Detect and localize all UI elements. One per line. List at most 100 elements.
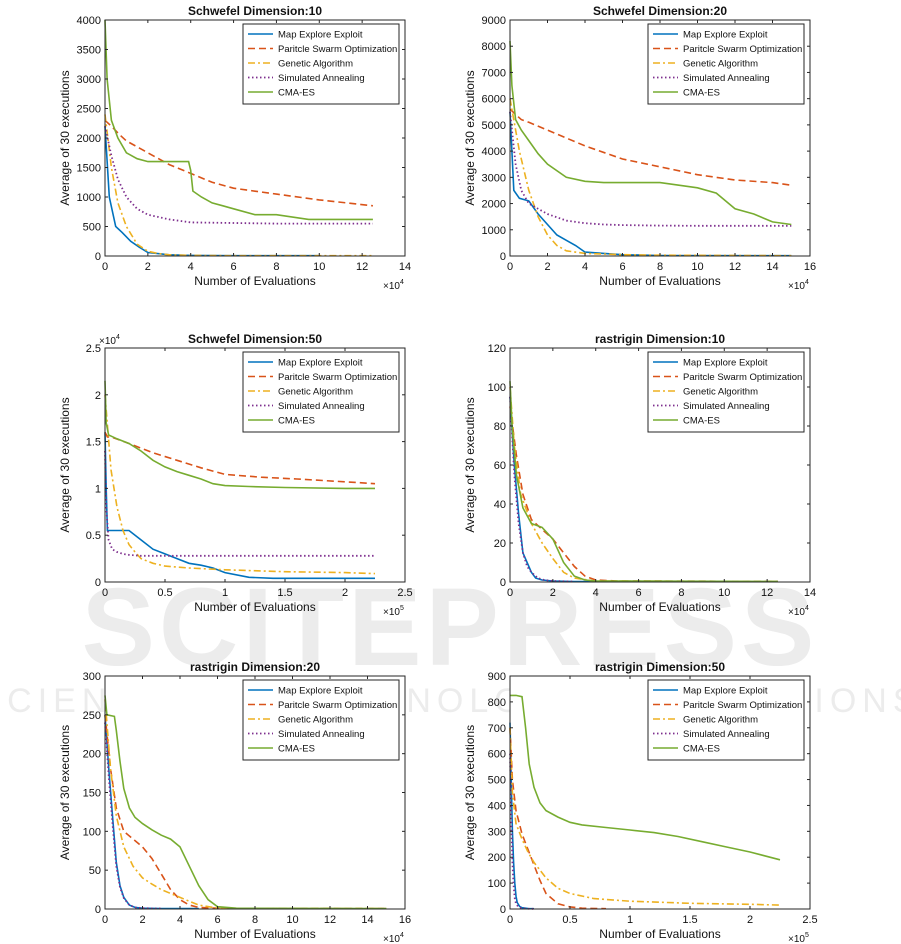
y-tick-label: 3000	[482, 172, 506, 184]
chart-title: rastrigin Dimension:50	[595, 660, 725, 674]
x-tick-label: 0	[507, 261, 513, 273]
y-axis-label: Average of 30 executions	[463, 70, 477, 205]
x-tick-label: 4	[177, 914, 183, 926]
x-exponent-label: ×105	[383, 605, 404, 618]
y-tick-label: 20	[494, 538, 506, 550]
axes-box	[509, 675, 811, 910]
x-tick-label: 1	[627, 914, 633, 926]
x-tick-label: 2	[342, 587, 348, 599]
y-tick-label: 1000	[77, 192, 101, 204]
chart-title: Schwefel Dimension:50	[188, 332, 322, 346]
x-axis-label: Number of Evaluations	[194, 274, 315, 288]
series-line-ga	[509, 98, 792, 257]
legend-label: Paritcle Swarm Optimization	[683, 44, 802, 55]
series-line-cma	[510, 694, 781, 861]
y-tick-label: 500	[83, 222, 101, 234]
x-tick-label: 2	[145, 261, 151, 273]
series-line-cma	[104, 695, 387, 910]
y-tick-label: 100	[488, 878, 506, 890]
x-tick-label: 14	[361, 914, 373, 926]
series-line-ga	[104, 699, 387, 910]
legend-label: CMA-ES	[278, 88, 315, 99]
series-line-cma	[509, 40, 792, 226]
series-line-sa	[509, 753, 535, 910]
y-tick-label: 500	[488, 775, 506, 787]
x-exponent-label: ×105	[788, 932, 809, 944]
x-tick-label: 1	[222, 587, 228, 599]
legend-label: Map Explore Exploit	[683, 686, 768, 697]
x-exponent-label: ×104	[788, 605, 809, 618]
series-line-cma	[104, 380, 375, 490]
x-tick-label: 10	[286, 914, 298, 926]
x-exponent-label: ×104	[383, 279, 404, 292]
y-tick-label: 250	[83, 710, 101, 722]
legend-label: Simulated Annealing	[278, 401, 365, 412]
series-line-pso	[509, 727, 607, 910]
y-tick-label: 150	[83, 788, 101, 800]
x-exponent-label: ×104	[383, 932, 404, 944]
x-tick-label: 4	[582, 261, 588, 273]
x-tick-label: 8	[252, 914, 258, 926]
x-tick-label: 14	[804, 587, 816, 599]
chart-panel: 0 2 4 6 8 10 12 14 16 0 1000 2000 3000 4000 5000 6000 70…	[463, 4, 816, 292]
x-tick-label: 10	[691, 261, 703, 273]
legend-label: Genetic Algorithm	[683, 59, 758, 70]
chart-panel: 0 0.5 1 1.5 2 2.5 0 0.5 1 1.5 2 2.5 Schwefel Dimensi…	[58, 332, 413, 618]
x-tick-label: 16	[399, 914, 411, 926]
legend: Map Explore Exploit Paritcle Swarm Optimi…	[242, 23, 400, 105]
x-tick-label: 0	[507, 914, 513, 926]
x-exponent-label: ×104	[788, 279, 809, 292]
y-tick-label: 1500	[77, 163, 101, 175]
legend-label: Simulated Annealing	[683, 401, 770, 412]
y-tick-label: 6000	[482, 94, 506, 106]
legend-label: Genetic Algorithm	[683, 715, 758, 726]
chart-panel: 0 2 4 6 8 10 12 14 16 0 50 100 150 200 250 300 rastrigin…	[58, 660, 411, 944]
y-tick-label: 100	[488, 382, 506, 394]
y-tick-label: 0	[500, 577, 506, 589]
x-tick-label: 1.5	[682, 914, 697, 926]
legend-box	[647, 351, 805, 433]
x-tick-label: 0	[102, 587, 108, 599]
y-tick-label: 1000	[482, 225, 506, 237]
y-tick-label: 800	[488, 697, 506, 709]
legend-label: Genetic Algorithm	[278, 715, 353, 726]
y-axis-label: Average of 30 executions	[58, 725, 72, 860]
y-tick-label: 4000	[482, 146, 506, 158]
y-axis-label: Average of 30 executions	[58, 70, 72, 205]
y-tick-label: 8000	[482, 41, 506, 53]
legend-label: Genetic Algorithm	[683, 387, 758, 398]
series-line-sa	[509, 111, 792, 227]
chart-panel: 0 0.5 1 1.5 2 2.5 0 100 200 300 400 500 600 700 800 900…	[463, 660, 818, 944]
y-tick-label: 0	[500, 904, 506, 916]
legend: Map Explore Exploit Paritcle Swarm Optimi…	[647, 23, 805, 105]
x-axis-label: Number of Evaluations	[599, 274, 720, 288]
x-tick-label: 4	[593, 587, 599, 599]
legend-label: Paritcle Swarm Optimization	[683, 700, 802, 711]
x-tick-label: 2	[544, 261, 550, 273]
legend-box	[242, 23, 400, 105]
y-axis-label: Average of 30 executions	[463, 397, 477, 532]
legend-box	[647, 679, 805, 761]
legend-label: Simulated Annealing	[683, 729, 770, 740]
x-tick-label: 2.5	[802, 914, 817, 926]
x-tick-label: 10	[718, 587, 730, 599]
legend-label: Paritcle Swarm Optimization	[278, 372, 397, 383]
chart-panel: 0 2 4 6 8 10 12 14 0 20 40 60 80 100 120 rastrigin Dime…	[463, 332, 816, 618]
y-tick-label: 300	[83, 671, 101, 683]
series-line-pso	[509, 108, 792, 186]
y-tick-label: 4000	[77, 15, 101, 27]
y-axis-label: Average of 30 executions	[463, 725, 477, 860]
y-tick-label: 3000	[77, 74, 101, 86]
y-tick-label: 0	[95, 904, 101, 916]
x-tick-label: 2	[139, 914, 145, 926]
x-tick-label: 2.5	[397, 587, 412, 599]
legend-label: Genetic Algorithm	[278, 387, 353, 398]
y-tick-label: 60	[494, 460, 506, 472]
legend-label: Paritcle Swarm Optimization	[278, 44, 397, 55]
series-line-pso	[509, 406, 778, 583]
legend: Map Explore Exploit Paritcle Swarm Optimi…	[242, 351, 400, 433]
legend-box	[242, 351, 400, 433]
x-tick-label: 8	[657, 261, 663, 273]
y-tick-label: 0	[95, 251, 101, 263]
